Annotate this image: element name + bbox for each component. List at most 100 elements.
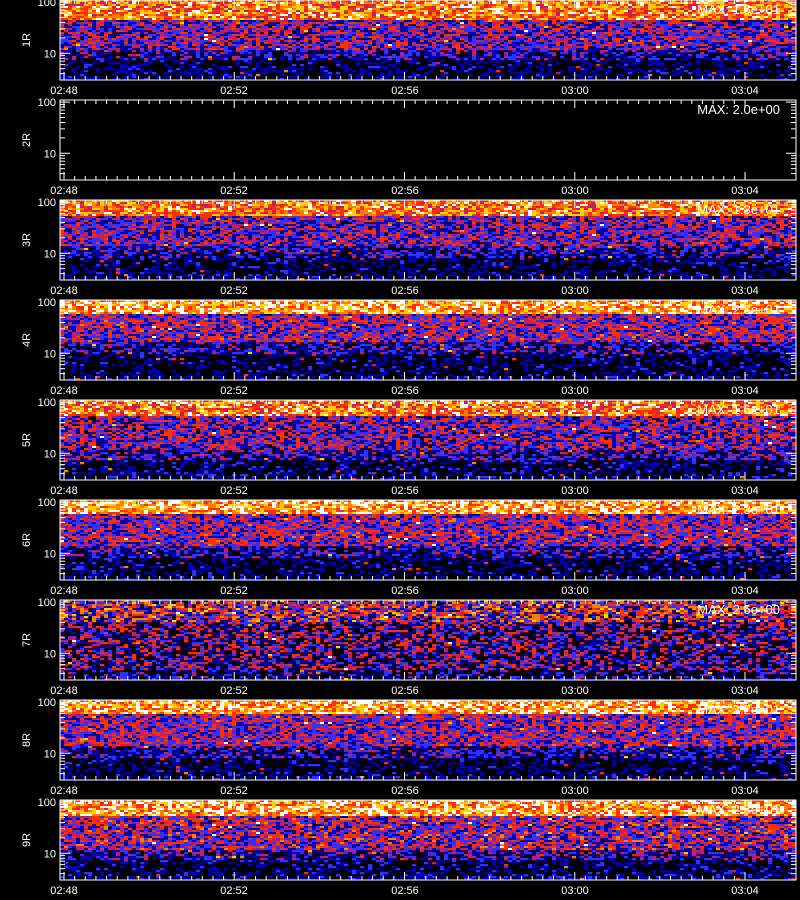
heat-cell	[548, 34, 552, 36]
heat-cell	[612, 22, 616, 24]
heat-cell	[684, 6, 688, 8]
heat-cell	[112, 16, 116, 18]
heat-cell	[456, 6, 460, 8]
heat-cell	[272, 22, 276, 24]
heat-cell	[620, 24, 624, 26]
heat-cell	[652, 28, 656, 30]
heat-cell	[480, 10, 484, 12]
heat-cell	[252, 6, 256, 8]
heat-cell	[428, 24, 432, 26]
heat-cell	[276, 28, 280, 30]
heat-cell	[680, 8, 684, 10]
heat-cell	[564, 10, 568, 12]
heat-cell	[136, 28, 140, 30]
heat-cell	[196, 18, 200, 20]
heat-cell	[724, 32, 728, 34]
heat-cell	[576, 4, 580, 6]
heat-cell	[724, 20, 728, 22]
heat-cell	[180, 20, 184, 22]
heat-cell	[480, 26, 484, 28]
heat-cell	[772, 20, 776, 22]
heat-cell	[516, 2, 520, 4]
heat-cell	[308, 24, 312, 26]
heat-cell	[96, 16, 100, 18]
heat-cell	[636, 26, 640, 28]
heat-cell	[256, 34, 260, 36]
heat-cell	[716, 32, 720, 34]
heat-cell	[316, 26, 320, 28]
heat-cell	[252, 22, 256, 24]
heat-cell	[76, 18, 80, 20]
heat-cell	[324, 18, 328, 20]
heat-cell	[508, 22, 512, 24]
heat-cell	[460, 4, 464, 6]
heat-cell	[532, 18, 536, 20]
heat-cell	[636, 32, 640, 34]
heat-cell	[592, 16, 596, 18]
heat-cell	[692, 28, 696, 30]
heat-cell	[400, 14, 404, 16]
heat-cell	[220, 16, 224, 18]
heat-cell	[620, 30, 624, 32]
heat-cell	[516, 34, 520, 36]
heat-cell	[208, 12, 212, 14]
heat-cell	[172, 32, 176, 34]
heat-cell	[612, 12, 616, 14]
heat-cell	[516, 30, 520, 32]
heat-cell	[164, 20, 168, 22]
heat-cell	[68, 18, 72, 20]
heat-cell	[632, 12, 636, 14]
heat-cell	[388, 4, 392, 6]
heat-cell	[556, 30, 560, 32]
heat-cell	[328, 14, 332, 16]
heat-cell	[204, 22, 208, 24]
heat-cell	[88, 18, 92, 20]
heat-cell	[756, 20, 760, 22]
heat-cell	[580, 32, 584, 34]
heat-cell	[652, 24, 656, 26]
heat-cell	[672, 12, 676, 14]
heat-cell	[500, 22, 504, 24]
heat-cell	[392, 4, 396, 6]
heat-cell	[480, 14, 484, 16]
heat-cell	[240, 16, 244, 18]
heat-cell	[520, 30, 524, 32]
heat-cell	[188, 20, 192, 22]
heat-cell	[596, 12, 600, 14]
heat-cell	[624, 28, 628, 30]
heat-cell	[424, 32, 428, 34]
heat-cell	[516, 6, 520, 8]
heat-cell	[668, 10, 672, 12]
heat-cell	[512, 14, 516, 16]
heat-cell	[248, 14, 252, 16]
heat-cell	[212, 14, 216, 16]
heat-cell	[196, 20, 200, 22]
heat-cell	[400, 26, 404, 28]
heat-cell	[592, 8, 596, 10]
heat-cell	[368, 2, 372, 4]
heat-cell	[76, 16, 80, 18]
heat-cell	[280, 18, 284, 20]
heat-cell	[664, 8, 668, 10]
heat-cell	[552, 16, 556, 18]
heat-cell	[544, 32, 548, 34]
heat-cell	[280, 26, 284, 28]
heat-cell	[312, 30, 316, 32]
heat-cell	[136, 18, 140, 20]
heat-cell	[492, 2, 496, 4]
heat-cell	[628, 8, 632, 10]
heat-cell	[360, 24, 364, 26]
heat-cell	[560, 26, 564, 28]
heat-cell	[176, 18, 180, 20]
heat-cell	[516, 16, 520, 18]
heat-cell	[336, 4, 340, 6]
heat-cell	[480, 24, 484, 26]
heat-cell	[152, 18, 156, 20]
heat-cell	[648, 24, 652, 26]
heat-cell	[252, 12, 256, 14]
heat-cell	[84, 26, 88, 28]
heat-cell	[772, 28, 776, 30]
heat-cell	[660, 30, 664, 32]
heat-cell	[200, 18, 204, 20]
heat-cell	[388, 6, 392, 8]
